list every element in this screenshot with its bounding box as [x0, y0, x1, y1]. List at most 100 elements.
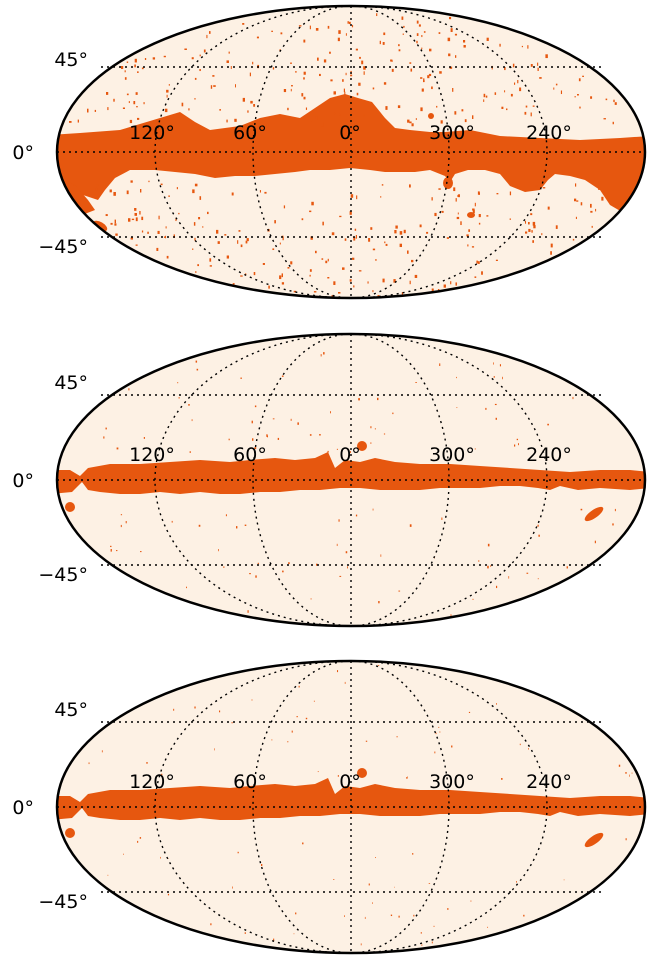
point-source-mask: [390, 914, 393, 917]
point-source-mask: [481, 271, 483, 275]
point-source-mask: [313, 291, 317, 293]
point-source-mask: [240, 377, 242, 379]
point-source-mask: [116, 447, 119, 450]
point-source-mask: [96, 184, 99, 187]
point-source-mask: [141, 216, 144, 221]
point-source-mask: [487, 543, 490, 547]
point-source-mask: [320, 354, 322, 357]
point-source-mask: [336, 543, 338, 547]
point-source-mask: [472, 208, 475, 211]
point-source-mask: [355, 235, 357, 239]
point-source-mask: [254, 447, 257, 450]
point-source-mask: [188, 108, 190, 111]
point-source-mask: [495, 259, 498, 261]
point-source-mask: [532, 221, 536, 226]
point-source-mask: [126, 190, 129, 195]
point-source-mask: [453, 187, 456, 192]
map-outline: [55, 332, 647, 628]
point-source-mask: [460, 221, 462, 226]
point-source-mask: [487, 926, 489, 928]
point-source-mask: [370, 442, 372, 444]
point-source-mask: [438, 188, 441, 190]
point-source-mask: [343, 88, 345, 93]
point-source-mask: [613, 99, 615, 103]
point-source-mask: [333, 112, 336, 115]
point-source-mask: [287, 741, 289, 743]
point-source-mask: [139, 837, 142, 839]
point-source-mask: [238, 230, 241, 232]
point-source-mask: [337, 37, 340, 42]
point-source-mask: [414, 274, 418, 278]
point-source-mask: [372, 248, 376, 251]
longitude-label-0: 0°: [339, 444, 361, 466]
point-source-mask: [143, 102, 145, 105]
point-source-mask: [377, 665, 380, 666]
point-source-mask: [493, 362, 494, 365]
point-source-mask: [612, 189, 614, 191]
point-source-mask: [188, 404, 190, 406]
point-source-mask: [450, 614, 452, 617]
point-source-mask: [110, 222, 113, 225]
point-source-mask: [574, 198, 577, 202]
point-source-mask: [125, 521, 127, 524]
point-source-mask: [409, 280, 411, 285]
point-source-mask: [496, 585, 498, 589]
point-source-mask: [374, 428, 376, 430]
point-source-mask: [512, 63, 515, 68]
point-source-mask: [580, 202, 583, 206]
point-source-mask: [301, 93, 304, 97]
point-source-mask: [361, 60, 364, 65]
point-source-mask: [456, 216, 460, 220]
point-source-mask: [124, 70, 126, 73]
point-source-mask: [398, 915, 400, 918]
point-source-mask: [431, 941, 433, 944]
point-source-mask: [483, 99, 485, 102]
point-source-mask: [629, 774, 630, 777]
point-source-mask: [339, 575, 342, 577]
point-source-mask: [528, 228, 531, 232]
point-source-mask: [372, 290, 374, 293]
point-source-mask: [249, 72, 251, 77]
point-source-mask: [168, 195, 170, 197]
point-source-mask: [228, 51, 230, 54]
point-source-mask: [401, 292, 404, 295]
point-source-mask: [441, 517, 443, 520]
point-source-mask: [113, 98, 115, 102]
point-source-mask: [209, 258, 212, 262]
point-source-mask: [281, 273, 283, 278]
point-source-mask: [207, 211, 209, 215]
point-source-mask: [311, 119, 313, 122]
point-source-mask: [550, 251, 552, 255]
point-source-mask: [295, 912, 297, 915]
point-source-mask: [178, 397, 180, 399]
galactic-plane-mask: [57, 778, 645, 820]
point-source-mask: [184, 48, 187, 50]
point-source-mask: [310, 236, 313, 240]
point-source-mask: [370, 426, 372, 429]
point-source-mask: [516, 881, 517, 883]
point-source-mask: [139, 211, 141, 215]
point-source-mask: [121, 66, 124, 69]
point-source-mask: [311, 201, 314, 206]
point-source-mask: [378, 601, 380, 604]
point-source-mask: [399, 243, 403, 248]
point-source-mask: [477, 261, 480, 264]
point-source-mask: [384, 241, 386, 244]
point-source-mask: [577, 94, 579, 96]
point-source-mask: [251, 420, 253, 424]
point-source-mask: [244, 932, 246, 934]
point-source-mask: [309, 434, 312, 436]
point-source-mask: [380, 554, 382, 557]
point-source-mask: [431, 86, 433, 90]
point-source-mask: [563, 879, 565, 881]
point-source-mask: [398, 49, 401, 52]
point-source-mask: [538, 534, 540, 537]
point-source-mask: [297, 422, 299, 425]
point-source-mask: [345, 72, 347, 76]
point-source-mask: [631, 772, 633, 774]
point-source-mask: [338, 30, 341, 34]
latitude-label-45: 45°: [54, 49, 88, 71]
point-source-mask: [178, 212, 180, 215]
point-source-mask: [224, 234, 227, 236]
latitude-label-0: 0°: [12, 142, 34, 164]
